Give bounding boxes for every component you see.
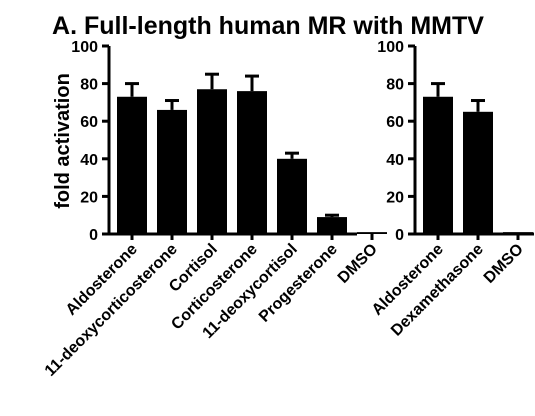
x-tick-label: DMSO <box>481 241 527 287</box>
y-tick-label: 100 <box>71 39 98 56</box>
y-tick-label: 60 <box>80 114 98 131</box>
bar <box>117 96 147 234</box>
chart-title: A. Full-length human MR with MMTV <box>52 12 484 40</box>
y-tick-label: 20 <box>80 189 98 206</box>
bar <box>157 109 187 234</box>
y-tick-label: 100 <box>377 39 404 56</box>
bar <box>357 232 387 234</box>
y-tick-label: 40 <box>80 152 98 169</box>
y-axis-label: fold activation <box>52 73 74 209</box>
bar <box>197 89 227 235</box>
y-tick-label: 20 <box>386 189 404 206</box>
y-tick-label: 80 <box>80 77 98 94</box>
bar <box>317 217 347 234</box>
y-tick-label: 40 <box>386 152 404 169</box>
bar <box>463 111 493 234</box>
bar <box>237 91 267 235</box>
y-tick-label: 60 <box>386 114 404 131</box>
left-panel: fold activation 020406080100Aldosterone1… <box>42 39 387 380</box>
bar <box>423 96 453 234</box>
bar <box>277 158 307 234</box>
bar <box>503 232 533 234</box>
y-tick-label: 80 <box>386 77 404 94</box>
y-tick-label: 0 <box>89 227 98 244</box>
y-tick-label: 0 <box>395 227 404 244</box>
x-tick-label: DMSO <box>335 241 381 287</box>
